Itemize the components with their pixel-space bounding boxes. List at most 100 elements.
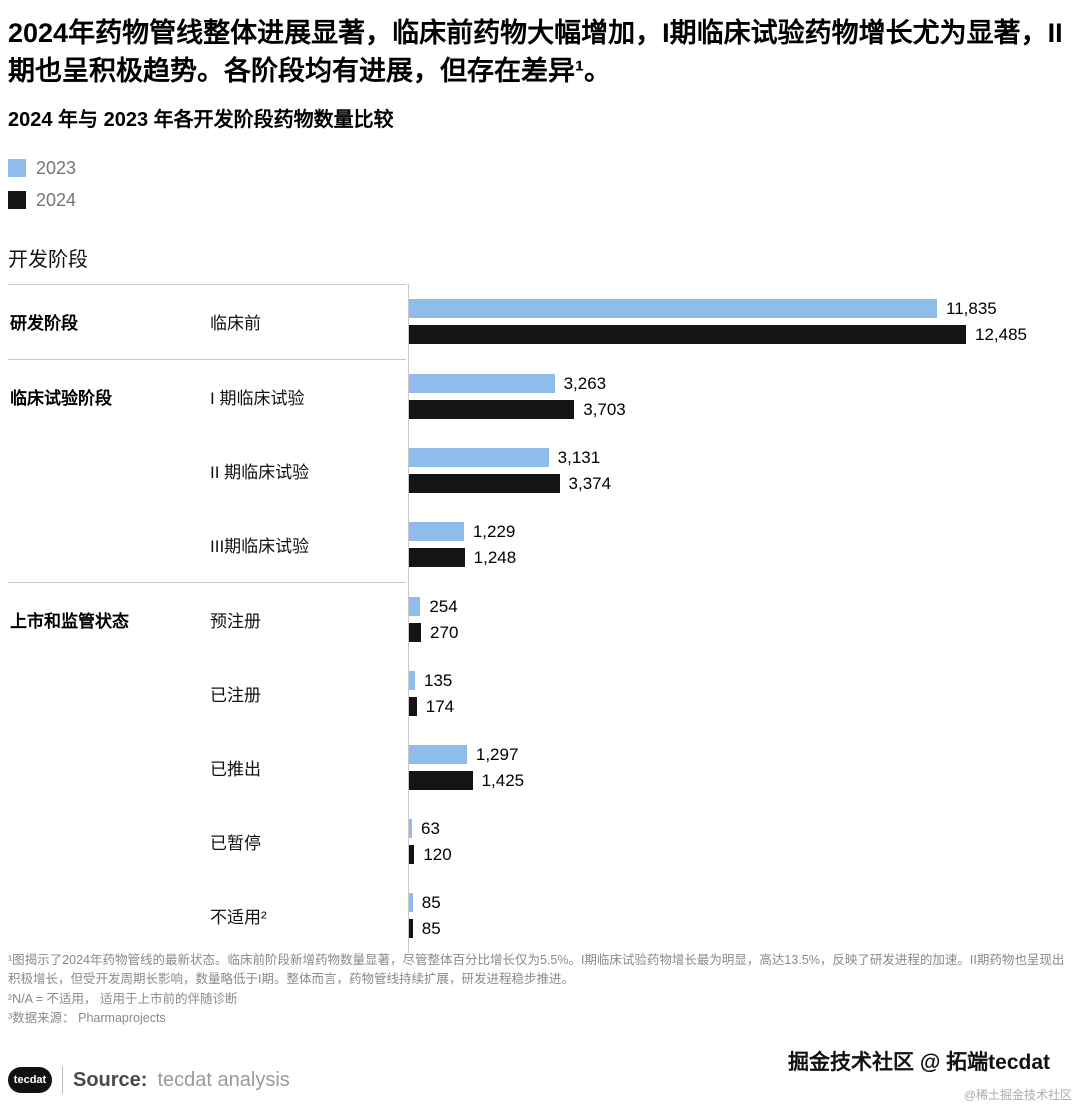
bar-pair: 1,229 1,248 — [408, 521, 1070, 568]
legend-item-2024: 2024 — [8, 190, 1070, 211]
bar-pair: 254 270 — [408, 596, 1070, 643]
value-label-2023: 3,263 — [563, 373, 607, 393]
bar-2024 — [409, 623, 422, 643]
bar-line-2023: 1,229 — [409, 521, 1070, 542]
bar-line-2023: 11,835 — [409, 298, 1070, 319]
legend-label: 2023 — [36, 157, 77, 178]
chart-row: III期临床试验 1,229 1,248 — [8, 508, 1070, 582]
watermark-small: @稀土掘金技术社区 — [963, 1088, 1072, 1102]
report-page: 2024年药物管线整体进展显著，临床前药物大幅增加，I期临床试验药物增长尤为显著… — [8, 18, 1070, 953]
bar-line-2023: 63 — [409, 818, 1070, 839]
category-label: 已推出 — [210, 760, 261, 780]
value-label-2023: 1,229 — [472, 521, 516, 541]
value-label-2024: 270 — [430, 622, 459, 642]
value-label-2024: 3,703 — [583, 399, 626, 419]
bar-2023 — [409, 448, 549, 468]
brand-divider — [62, 1066, 63, 1094]
chart-legend: 2023 2024 — [8, 158, 1070, 211]
bar-pair: 85 85 — [408, 892, 1070, 939]
value-label-2024: 174 — [425, 696, 455, 716]
bar-pair: 3,263 3,703 — [408, 373, 1070, 420]
value-label-2023: 3,131 — [557, 447, 601, 467]
footer-brand: tecdat Source: tecdat analysis — [8, 1066, 290, 1094]
category-label: II 期临床试验 — [210, 463, 310, 483]
bar-2024 — [409, 771, 473, 791]
bar-line-2024: 3,703 — [409, 399, 1070, 420]
chart-row: 上市和监管状态 预注册 254 270 — [8, 583, 1070, 657]
watermark: 掘金技术社区 @ 拓端tecdat — [788, 1051, 1050, 1074]
bar-2023 — [409, 597, 421, 617]
bar-2024 — [409, 400, 575, 420]
chart-row: 临床试验阶段 I 期临床试验 3,263 3,703 — [8, 360, 1070, 434]
stage-group: 上市和监管状态 预注册 254 270 已注册 135 174 已推出 1,297 1,425 已暂… — [8, 581, 1070, 953]
chart-row: 不适用² 85 85 — [8, 879, 1070, 953]
chart-row: II 期临床试验 3,131 3,374 — [8, 434, 1070, 508]
group-divider — [8, 358, 406, 360]
footnote: ³数据来源： Pharmaprojects — [8, 1011, 166, 1026]
bar-chart: 研发阶段 临床前 11,835 12,485 临床试验阶段 I 期临床试验 3,263 3,7… — [8, 283, 1070, 953]
bar-pair: 11,835 12,485 — [408, 298, 1070, 345]
bar-line-2023: 135 — [409, 670, 1070, 691]
source-label: Source: — [73, 1068, 148, 1091]
chart-subtitle: 2024 年与 2023 年各开发阶段药物数量比较 — [8, 108, 394, 131]
value-label-2024: 85 — [421, 918, 441, 938]
value-label-2023: 63 — [421, 818, 440, 838]
bar-pair: 135 174 — [408, 670, 1070, 717]
page-title: 2024年药物管线整体进展显著，临床前药物大幅增加，I期临床试验药物增长尤为显著… — [8, 18, 1063, 87]
bar-2023 — [409, 671, 416, 691]
chart-row: 已暂停 63 120 — [8, 805, 1070, 879]
tecdat-logo: tecdat — [8, 1067, 52, 1093]
chart-row: 已注册 135 174 — [8, 657, 1070, 731]
value-label-2024: 120 — [423, 844, 452, 864]
group-divider — [8, 581, 406, 583]
group-label: 上市和监管状态 — [10, 612, 129, 632]
footnotes: ¹图揭示了2024年药物管线的最新状态。临床前阶段新增药物数量显著，尽管整体百分… — [8, 951, 1072, 1029]
bar-line-2024: 12,485 — [409, 324, 1070, 345]
bar-pair: 1,297 1,425 — [408, 745, 1070, 791]
footnote: ¹图揭示了2024年药物管线的最新状态。临床前阶段新增药物数量显著，尽管整体百分… — [8, 953, 1065, 987]
footnote: ²N/A = 不适用， 适用于上市前的伴随诊断 — [8, 991, 238, 1006]
bar-line-2023: 3,131 — [409, 447, 1070, 468]
legend-item-2023: 2023 — [8, 158, 1070, 179]
source-value: tecdat analysis — [157, 1068, 290, 1091]
value-label-2024: 3,374 — [568, 473, 612, 493]
bar-line-2023: 1,297 — [409, 745, 1070, 765]
value-label-2023: 85 — [421, 892, 441, 912]
chart-row: 研发阶段 临床前 11,835 12,485 — [8, 285, 1070, 359]
bar-2024 — [409, 474, 560, 494]
value-label-2024: 1,425 — [481, 770, 525, 790]
category-label: III期临床试验 — [210, 537, 310, 557]
bar-line-2023: 254 — [409, 596, 1070, 617]
bar-line-2023: 85 — [409, 892, 1070, 913]
bar-line-2024: 1,248 — [409, 547, 1070, 568]
value-label-2024: 12,485 — [975, 324, 1027, 344]
bar-2023 — [409, 745, 467, 765]
value-label-2024: 1,248 — [473, 547, 517, 567]
bar-2023 — [409, 299, 937, 319]
legend-swatch-2023 — [8, 159, 26, 178]
chart-row: 已推出 1,297 1,425 — [8, 731, 1070, 805]
bar-2023 — [409, 522, 464, 542]
legend-label: 2024 — [36, 189, 77, 210]
category-label: I 期临床试验 — [210, 389, 305, 409]
value-label-2023: 135 — [424, 670, 453, 690]
bar-line-2024: 174 — [409, 696, 1070, 717]
bar-2024 — [409, 697, 417, 717]
bar-line-2024: 85 — [409, 918, 1070, 939]
legend-swatch-2024 — [8, 191, 26, 210]
stage-group: 临床试验阶段 I 期临床试验 3,263 3,703 II 期临床试验 3,131 3,37… — [8, 358, 1070, 582]
bar-2024 — [409, 919, 413, 939]
category-label: 预注册 — [210, 612, 261, 632]
bar-2023 — [409, 819, 412, 839]
group-label: 研发阶段 — [10, 314, 78, 334]
category-label: 临床前 — [210, 314, 261, 334]
axis-title: 开发阶段 — [8, 248, 88, 271]
group-divider — [8, 283, 406, 285]
group-label: 临床试验阶段 — [10, 389, 112, 409]
bar-2023 — [409, 893, 413, 913]
value-label-2023: 254 — [429, 596, 458, 616]
bar-2024 — [409, 845, 415, 865]
category-label: 不适用² — [210, 908, 267, 928]
value-label-2023: 11,835 — [946, 298, 997, 318]
bar-line-2024: 3,374 — [409, 473, 1070, 494]
